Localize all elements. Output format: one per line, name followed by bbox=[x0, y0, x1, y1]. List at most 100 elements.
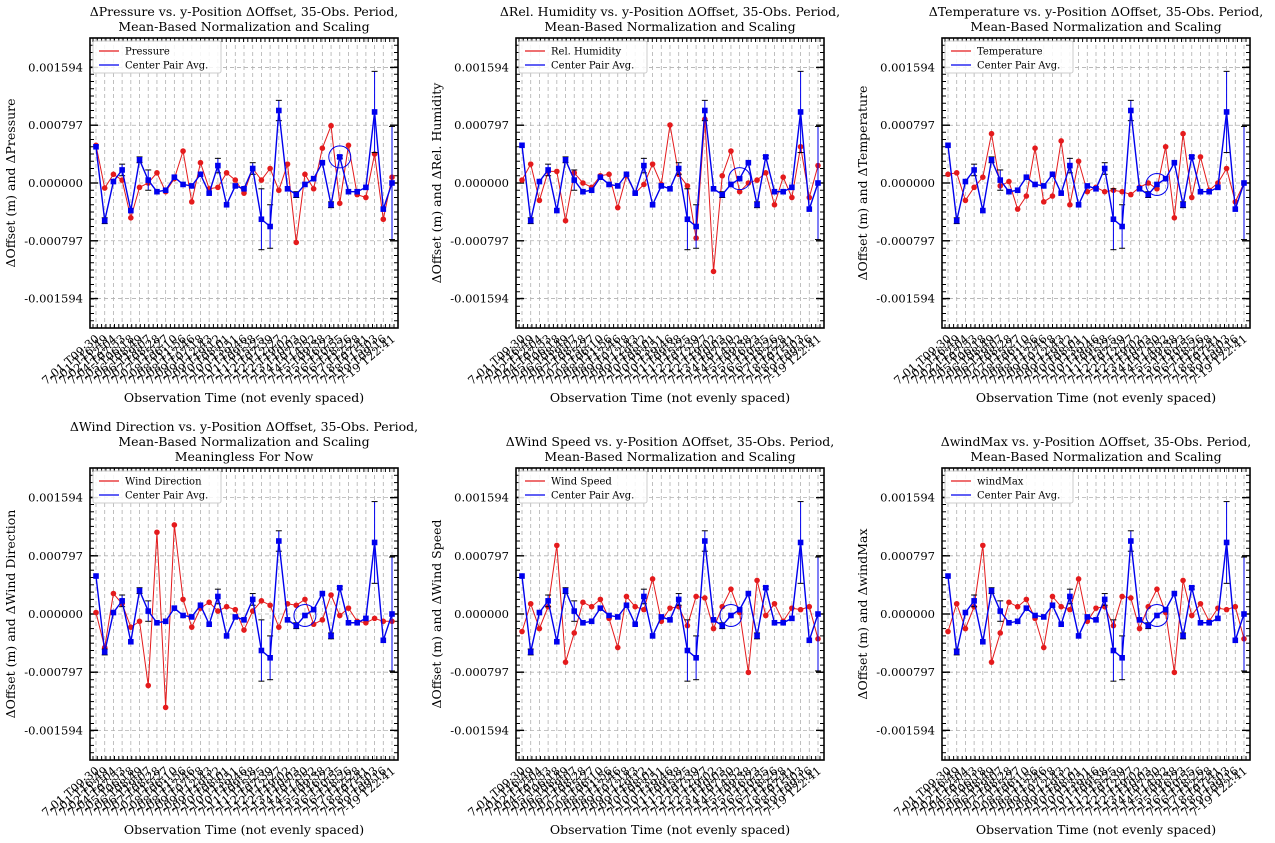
y-tick-label: -0.001594 bbox=[876, 723, 935, 737]
data-point-center bbox=[545, 598, 551, 604]
data-point-center bbox=[1058, 190, 1064, 196]
highlight-circle bbox=[1145, 603, 1169, 627]
x-axis-label: Observation Time (not evenly spaced) bbox=[124, 822, 364, 837]
data-point-center bbox=[580, 188, 586, 195]
data-point-center bbox=[1110, 647, 1117, 654]
data-point-center bbox=[1128, 538, 1134, 544]
legend-label-variable: Wind Direction bbox=[125, 477, 202, 488]
data-point-variable bbox=[1032, 145, 1038, 151]
data-point-variable bbox=[623, 593, 630, 600]
data-point-center bbox=[1206, 188, 1212, 195]
y-tick-label: 0.000797 bbox=[880, 549, 935, 563]
data-point-center bbox=[336, 584, 343, 591]
data-point-center bbox=[641, 593, 647, 600]
data-point-variable bbox=[302, 171, 308, 178]
data-point-variable bbox=[380, 216, 387, 223]
data-point-center bbox=[354, 619, 360, 626]
data-point-center bbox=[719, 622, 726, 629]
y-tick-label: -0.000797 bbox=[876, 234, 935, 248]
data-point-center bbox=[571, 177, 578, 183]
data-point-variable bbox=[1119, 593, 1125, 600]
data-point-center bbox=[293, 622, 300, 629]
legend-label-variable: Temperature bbox=[977, 47, 1043, 58]
data-point-center bbox=[180, 181, 186, 188]
data-point-center bbox=[389, 611, 395, 617]
data-point-center bbox=[1075, 201, 1082, 208]
data-point-variable bbox=[953, 600, 960, 607]
data-point-variable bbox=[1128, 191, 1134, 198]
legend: windMax Center Pair Avg. bbox=[944, 470, 1074, 504]
data-point-variable bbox=[345, 142, 352, 149]
data-point-center bbox=[345, 619, 352, 626]
y-axis-label: ΔOffset (m) and ΔTemperature bbox=[855, 86, 870, 281]
data-point-center bbox=[1197, 619, 1204, 626]
data-point-variable bbox=[110, 171, 117, 178]
data-point-variable bbox=[1075, 158, 1082, 165]
data-point-variable bbox=[336, 200, 343, 207]
data-point-variable bbox=[319, 617, 326, 623]
chart-panel: ΔRel. Humidity vs. y-Position ΔOffset, 3… bbox=[429, 4, 840, 405]
data-point-variable bbox=[780, 174, 786, 180]
data-point-variable bbox=[1180, 130, 1186, 137]
data-point-center bbox=[1075, 633, 1082, 639]
data-point-variable bbox=[128, 624, 134, 630]
data-point-variable bbox=[328, 122, 334, 129]
data-point-variable bbox=[1180, 577, 1186, 584]
data-point-center bbox=[1206, 619, 1212, 626]
data-point-center bbox=[1110, 216, 1117, 223]
data-point-variable bbox=[110, 590, 117, 597]
data-point-center bbox=[223, 633, 230, 639]
data-point-variable bbox=[1154, 186, 1160, 192]
legend-label-variable: Wind Speed bbox=[551, 477, 612, 488]
data-point-center bbox=[997, 608, 1004, 614]
data-point-center bbox=[675, 596, 682, 603]
data-point-variable bbox=[136, 184, 143, 191]
data-point-variable bbox=[1128, 595, 1134, 601]
y-tick-label: -0.000797 bbox=[876, 665, 935, 679]
data-point-variable bbox=[293, 239, 300, 246]
data-point-variable bbox=[1162, 143, 1169, 150]
data-point-center bbox=[580, 619, 586, 626]
data-point-variable bbox=[519, 628, 525, 635]
data-point-center bbox=[562, 587, 569, 594]
data-point-center bbox=[215, 593, 221, 600]
legend: Pressure Center Pair Avg. bbox=[92, 40, 222, 74]
data-point-center bbox=[745, 159, 752, 166]
data-point-variable bbox=[215, 184, 221, 191]
data-point-center bbox=[1215, 615, 1221, 622]
data-point-center bbox=[953, 217, 960, 224]
data-point-center bbox=[1058, 621, 1064, 628]
data-point-center bbox=[136, 157, 143, 163]
data-point-variable bbox=[632, 603, 638, 610]
data-point-center bbox=[1032, 612, 1038, 619]
data-point-variable bbox=[215, 608, 221, 614]
data-point-center bbox=[997, 177, 1004, 183]
data-point-center bbox=[1241, 611, 1247, 617]
data-point-center bbox=[545, 167, 551, 173]
data-point-variable bbox=[745, 669, 752, 676]
data-point-center bbox=[1232, 206, 1239, 212]
data-point-center bbox=[145, 608, 152, 614]
y-axis-label: ΔOffset (m) and ΔPressure bbox=[3, 98, 18, 267]
y-tick-label: 0.000797 bbox=[454, 549, 509, 563]
data-point-center bbox=[667, 186, 673, 192]
data-point-variable bbox=[1049, 193, 1056, 199]
data-point-variable bbox=[101, 185, 108, 191]
data-point-variable bbox=[162, 704, 169, 711]
data-point-variable bbox=[1067, 606, 1073, 613]
chart-title: Mean-Based Normalization and Scaling bbox=[970, 19, 1221, 34]
data-point-center bbox=[554, 207, 560, 214]
highlight-circle bbox=[1145, 172, 1169, 196]
y-tick-label: -0.001594 bbox=[450, 723, 509, 737]
data-point-center bbox=[145, 177, 152, 183]
data-point-variable bbox=[93, 609, 99, 616]
data-point-variable bbox=[1223, 606, 1230, 613]
data-point-variable bbox=[328, 592, 334, 598]
data-point-center bbox=[354, 188, 360, 195]
data-point-center bbox=[710, 186, 717, 192]
legend-label-variable: Rel. Humidity bbox=[551, 47, 621, 58]
data-point-center bbox=[171, 605, 178, 611]
data-point-variable bbox=[128, 215, 134, 221]
data-point-center bbox=[754, 633, 760, 639]
